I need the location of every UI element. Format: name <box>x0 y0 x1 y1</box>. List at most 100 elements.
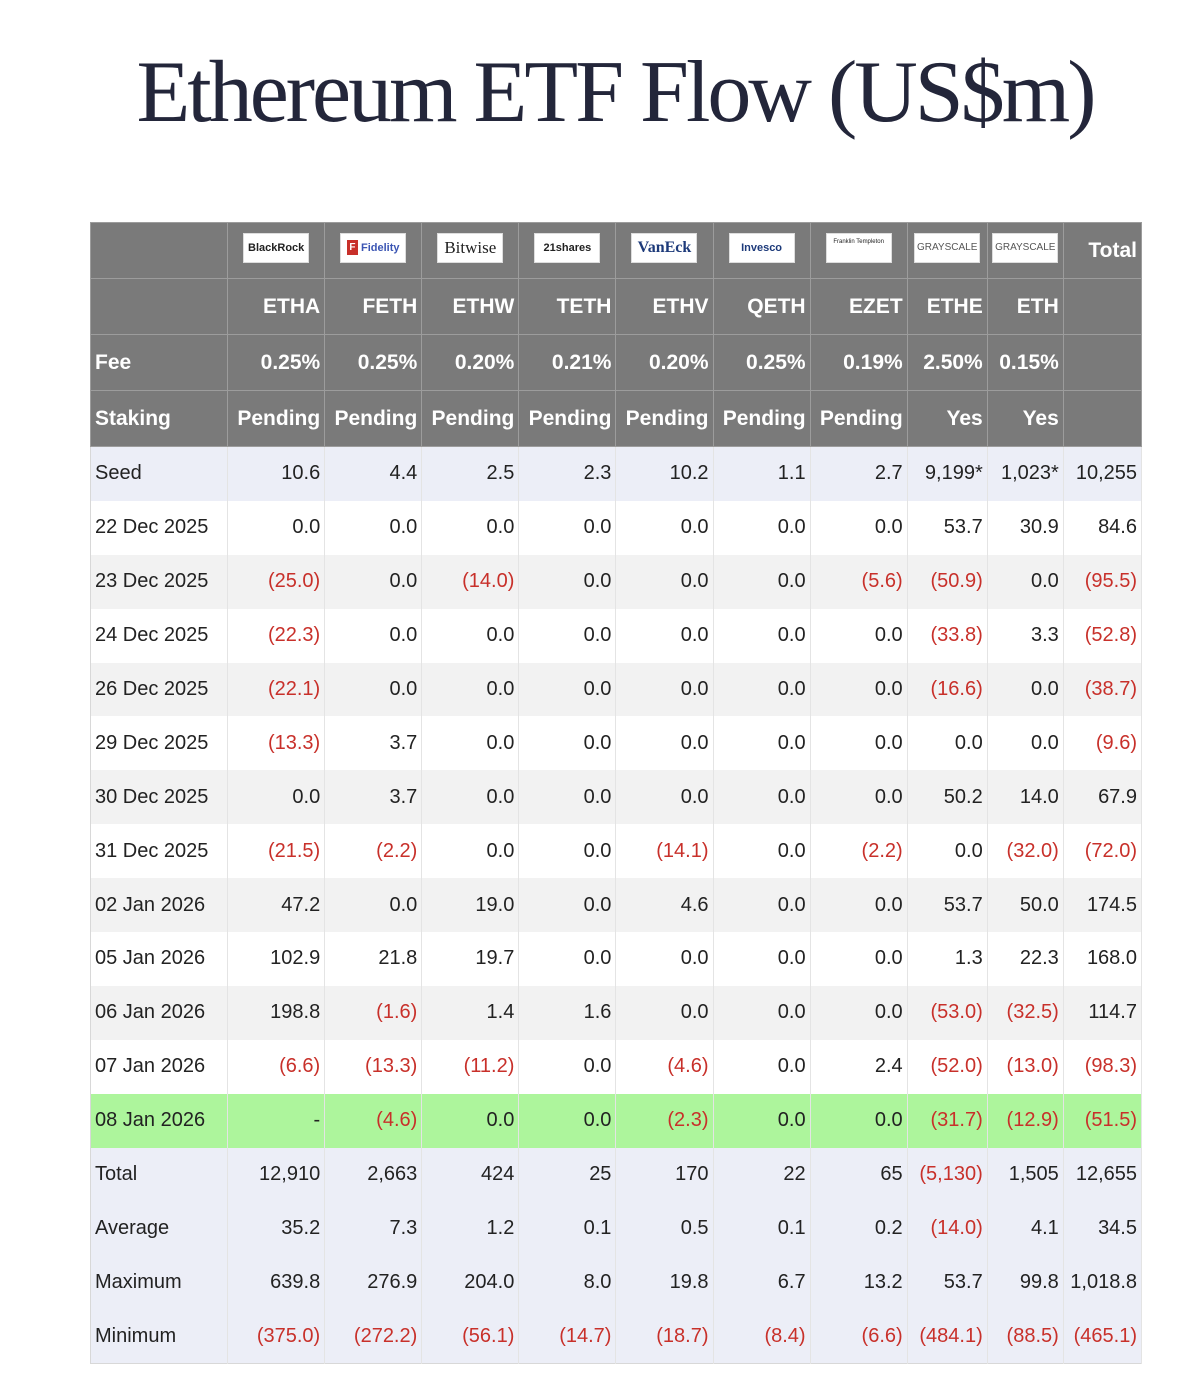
table-row: Average 35.2 7.3 1.2 0.1 0.5 0.1 0.2 (14.0) 4.1 34… <box>90 1201 1143 1256</box>
flow-cell: 0.0 <box>615 716 714 771</box>
flow-cell: 99.8 <box>987 1255 1064 1310</box>
table-row: 26 Dec 2025 (22.1) 0.0 0.0 0.0 0.0 0.0 0.0 (16.6… <box>90 662 1143 717</box>
staking-cell: Pending <box>324 390 423 447</box>
flow-cell: 639.8 <box>227 1255 326 1310</box>
flow-cell: 0.0 <box>421 770 520 825</box>
flow-cell: 198.8 <box>227 985 326 1040</box>
flow-cell: 50.2 <box>907 770 988 825</box>
flow-cell: 53.7 <box>907 500 988 555</box>
flow-cell: 0.0 <box>810 608 908 663</box>
row-label: 08 Jan 2026 <box>90 1093 229 1148</box>
total-header: Total <box>1062 222 1143 279</box>
flow-cell: 0.0 <box>713 985 811 1040</box>
flow-cell: 0.0 <box>987 662 1064 717</box>
flow-cell: 13.2 <box>810 1255 908 1310</box>
flow-cell: 0.0 <box>987 716 1064 771</box>
flow-cell: 0.0 <box>615 608 714 663</box>
flow-cell: 2.4 <box>810 1039 908 1094</box>
flow-cell: 4.4 <box>324 446 423 501</box>
flow-cell: (1.6) <box>324 985 423 1040</box>
table-row: 31 Dec 2025 (21.5) (2.2) 0.0 0.0 (14.1) 0.0 (2.… <box>90 824 1143 879</box>
flow-cell: 53.7 <box>907 1255 988 1310</box>
flow-cell: 204.0 <box>421 1255 520 1310</box>
flow-cell: (25.0) <box>227 554 326 609</box>
issuer-cell: F Fidelity <box>324 222 423 279</box>
row-label: 30 Dec 2025 <box>90 770 229 825</box>
fee-cell: 0.25% <box>712 334 811 391</box>
flow-cell: (13.3) <box>227 716 326 771</box>
flow-cell: (13.3) <box>324 1039 423 1094</box>
row-label: Minimum <box>90 1309 229 1364</box>
flow-cell: 0.1 <box>713 1201 811 1256</box>
flow-cell: 0.0 <box>713 554 811 609</box>
flow-cell: 102.9 <box>227 932 326 986</box>
flow-cell: 0.0 <box>615 932 714 986</box>
ticker-cell: FETH <box>324 278 423 335</box>
grayscale-logo: GRAYSCALE <box>992 232 1059 263</box>
flow-cell: (2.2) <box>810 824 908 879</box>
table-row: 29 Dec 2025 (13.3) 3.7 0.0 0.0 0.0 0.0 0.0 0.0 0.… <box>90 716 1143 771</box>
flow-cell: (6.6) <box>810 1309 908 1364</box>
staking-label: Staking <box>89 390 229 447</box>
flow-cell: 10.2 <box>615 446 714 501</box>
flow-cell: (13.0) <box>987 1039 1064 1094</box>
flow-cell: 0.0 <box>713 770 811 825</box>
staking-cell: Pending <box>615 390 714 447</box>
total-cell: 67.9 <box>1063 770 1143 825</box>
flow-cell: 22 <box>713 1147 811 1202</box>
flow-cell: 0.0 <box>713 662 811 717</box>
flow-cell: 12,910 <box>227 1147 326 1202</box>
flow-cell: 2.5 <box>421 446 520 501</box>
flow-cell: 3.3 <box>987 608 1064 663</box>
issuer-cell: Bitwise <box>421 222 520 279</box>
table-row: 22 Dec 2025 0.0 0.0 0.0 0.0 0.0 0.0 0.0 53.7 30.9… <box>90 500 1143 555</box>
flow-cell: 19.8 <box>615 1255 714 1310</box>
issuer-cell: BlackRock <box>227 222 326 279</box>
flow-cell: 0.0 <box>810 500 908 555</box>
flow-cell: 10.6 <box>227 446 326 501</box>
flow-cell: 30.9 <box>987 500 1064 555</box>
flow-cell: 0.0 <box>324 500 423 555</box>
total-cell: 168.0 <box>1063 932 1143 986</box>
empty-cell <box>1062 334 1143 391</box>
flow-cell: 0.0 <box>713 716 811 771</box>
flow-cell: 0.5 <box>615 1201 714 1256</box>
fee-cell: 0.15% <box>986 334 1064 391</box>
flow-cell: (32.5) <box>987 985 1064 1040</box>
flow-cell: 0.0 <box>324 878 423 933</box>
table-row: Seed 10.6 4.4 2.5 2.3 10.2 1.1 2.7 9,199* 1,023* 1… <box>90 446 1143 501</box>
flow-cell: (16.6) <box>907 662 988 717</box>
table-row: 23 Dec 2025 (25.0) 0.0 (14.0) 0.0 0.0 0.0 (5.6)… <box>90 554 1143 609</box>
flow-cell: (53.0) <box>907 985 988 1040</box>
row-label: 24 Dec 2025 <box>90 608 229 663</box>
table-row: 30 Dec 2025 0.0 3.7 0.0 0.0 0.0 0.0 0.0 50.2 14.0… <box>90 770 1143 825</box>
flow-cell: (22.1) <box>227 662 326 717</box>
flow-cell: 0.0 <box>907 716 988 771</box>
flow-cell: 0.1 <box>518 1201 617 1256</box>
total-cell: (98.3) <box>1063 1039 1143 1094</box>
flow-cell: 25 <box>518 1147 617 1202</box>
fee-cell: 0.20% <box>615 334 714 391</box>
flow-cell: 0.0 <box>615 662 714 717</box>
flow-cell: 19.0 <box>421 878 520 933</box>
row-label: 05 Jan 2026 <box>90 932 229 986</box>
flow-cell: 2.3 <box>518 446 617 501</box>
flow-cell: 0.0 <box>421 716 520 771</box>
flow-cell: (31.7) <box>907 1093 988 1148</box>
flow-cell: 50.0 <box>987 878 1064 933</box>
flow-cell: 0.0 <box>518 878 617 933</box>
flow-cell: 8.0 <box>518 1255 617 1310</box>
flow-cell: 1.3 <box>907 932 988 986</box>
flow-cell: (22.3) <box>227 608 326 663</box>
total-cell: (51.5) <box>1063 1093 1143 1148</box>
flow-cell: 2,663 <box>324 1147 423 1202</box>
bitwise-logo: Bitwise <box>437 232 504 263</box>
row-label: 29 Dec 2025 <box>90 716 229 771</box>
flow-cell: 65 <box>810 1147 908 1202</box>
row-label: Seed <box>90 446 229 501</box>
ticker-cell: ETHA <box>227 278 326 335</box>
flow-cell: 0.0 <box>713 878 811 933</box>
etf-flow-table: BlackRock F Fidelity Bitwise 21shares VanEck I… <box>89 222 1143 1365</box>
flow-cell: 0.0 <box>421 608 520 663</box>
fee-label: Fee <box>89 334 229 391</box>
